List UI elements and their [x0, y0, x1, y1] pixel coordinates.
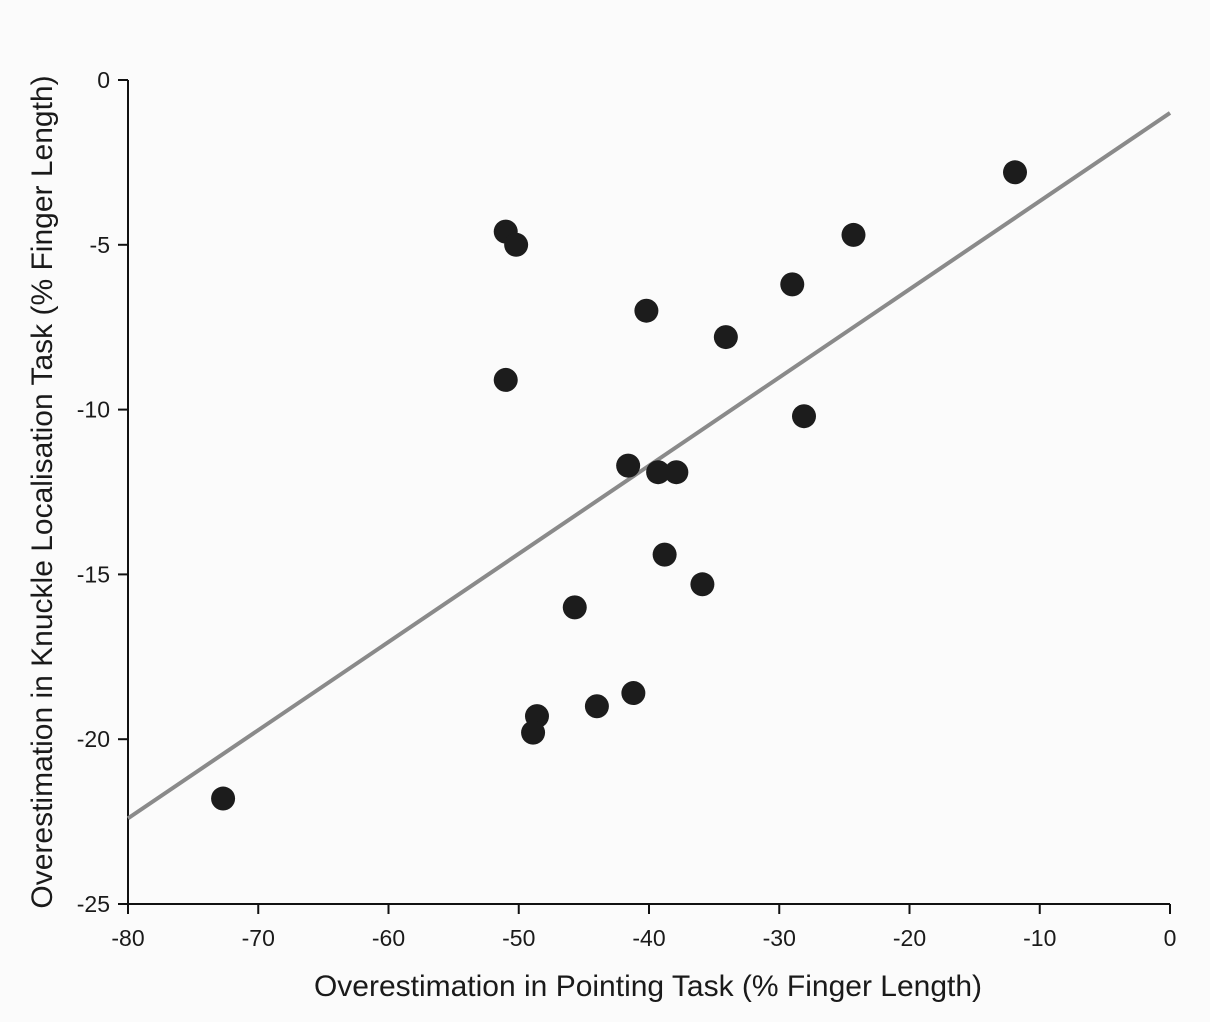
data-point [841, 222, 866, 247]
x-tick-label: -50 [502, 925, 535, 951]
data-point [780, 272, 805, 297]
data-points [211, 160, 1028, 811]
y-tick-label: -10 [77, 397, 110, 423]
data-point [616, 453, 641, 478]
data-point [713, 325, 738, 350]
data-point [562, 595, 587, 620]
y-tick-label: -20 [77, 726, 110, 752]
x-tick-label: -80 [111, 925, 144, 951]
x-tick-label: -40 [632, 925, 665, 951]
data-point [664, 460, 689, 485]
axis-titles: Overestimation in Pointing Task (% Finge… [26, 75, 982, 1003]
y-tick-label: -15 [77, 561, 110, 587]
data-point [504, 232, 529, 257]
y-tick-label: 0 [97, 67, 110, 93]
data-point [791, 404, 816, 429]
x-tick-label: -30 [763, 925, 796, 951]
data-point [521, 720, 546, 745]
data-point [652, 542, 677, 567]
data-point [493, 367, 518, 392]
data-point [211, 786, 236, 811]
x-tick-label: 0 [1164, 925, 1177, 951]
x-axis-title: Overestimation in Pointing Task (% Finge… [314, 970, 982, 1003]
data-point [690, 572, 715, 597]
axes: -80 -70 -60 -50 -40 -30 -20 -10 0 0 -5 -10 -15 -20 -25 [77, 67, 1177, 951]
data-point [621, 681, 646, 706]
data-point [646, 460, 671, 485]
x-tick-label: -10 [1023, 925, 1056, 951]
x-tick-label: -70 [242, 925, 275, 951]
y-axis-title: Overestimation in Knuckle Localisation T… [26, 75, 59, 908]
x-tick-label: -60 [372, 925, 405, 951]
data-point [634, 298, 659, 323]
x-tick-label: -20 [893, 925, 926, 951]
data-point [584, 694, 609, 719]
y-tick-label: -5 [90, 232, 110, 258]
y-tick-label: -25 [77, 891, 110, 917]
data-point [1003, 160, 1028, 185]
